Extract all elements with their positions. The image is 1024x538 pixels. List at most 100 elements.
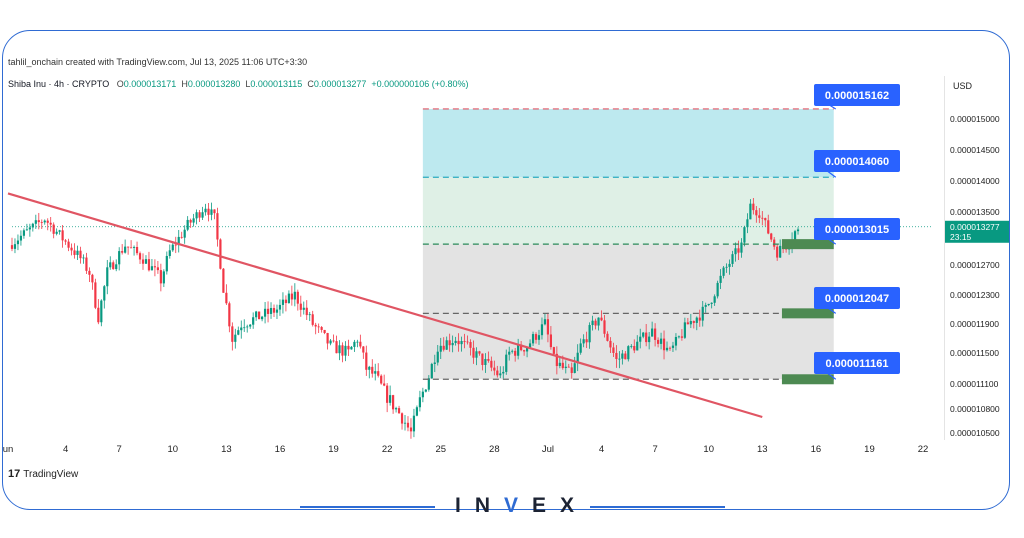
- candle: [344, 341, 347, 362]
- candle-body: [183, 229, 186, 238]
- candle: [662, 330, 666, 360]
- candle: [302, 301, 305, 315]
- candle-body: [424, 389, 427, 392]
- candle: [674, 333, 678, 351]
- candle: [656, 337, 660, 348]
- candle-body: [421, 391, 424, 398]
- candle: [508, 346, 511, 361]
- candle: [445, 336, 448, 350]
- candle: [70, 243, 73, 256]
- candle-body: [231, 326, 234, 342]
- y-tick-label: 0.000014500: [950, 145, 1000, 155]
- candle: [645, 324, 648, 347]
- currency-label[interactable]: USD: [953, 81, 973, 91]
- candle-body: [511, 350, 514, 352]
- candle: [665, 341, 669, 352]
- candle-body: [260, 316, 264, 320]
- candle: [219, 238, 222, 270]
- candle: [189, 218, 192, 228]
- candle-body: [525, 347, 529, 352]
- candle: [374, 363, 377, 381]
- candle-body: [168, 250, 171, 256]
- candle-body: [258, 311, 261, 320]
- candle-body: [734, 248, 737, 255]
- x-tick-label: 22: [382, 444, 393, 455]
- trendline-layer: [7, 192, 763, 419]
- candle: [776, 243, 779, 261]
- candle: [177, 229, 180, 253]
- candle-body: [70, 247, 73, 251]
- candle-body: [100, 300, 103, 323]
- candle-body: [588, 325, 591, 343]
- candle: [615, 345, 618, 368]
- candle: [409, 418, 413, 439]
- candle: [719, 269, 722, 290]
- candle: [436, 345, 439, 366]
- candle-body: [487, 358, 490, 361]
- candle-body: [189, 219, 192, 223]
- candle: [386, 383, 389, 413]
- candle-body: [320, 327, 323, 330]
- candle-body: [16, 240, 20, 245]
- y-tick-label: 0.000011900: [950, 319, 999, 329]
- candle-body: [460, 341, 463, 345]
- candle: [686, 317, 689, 325]
- candle: [58, 229, 61, 235]
- symbol-label[interactable]: Shiba Inu · 4h · CRYPTO: [8, 79, 110, 89]
- candle-body: [558, 362, 561, 367]
- candle-body: [680, 336, 684, 338]
- candle-body: [668, 347, 672, 349]
- candle: [195, 209, 198, 225]
- candle: [496, 365, 499, 378]
- level-label-box: [814, 150, 900, 172]
- candle-body: [109, 262, 112, 268]
- candle: [40, 219, 43, 230]
- candle-body: [195, 212, 198, 219]
- candle: [249, 323, 252, 329]
- candle: [156, 260, 159, 274]
- candle: [258, 311, 261, 320]
- candle: [573, 356, 576, 374]
- candle: [549, 326, 552, 350]
- level-callout-2: 0.000014060: [814, 150, 900, 178]
- candle: [260, 315, 264, 322]
- candle-body: [662, 338, 666, 351]
- candle: [64, 239, 67, 245]
- candle-body: [13, 244, 17, 249]
- candle-body: [743, 227, 746, 243]
- candle: [570, 362, 573, 379]
- candle: [770, 232, 773, 242]
- candle: [701, 301, 704, 327]
- candle: [564, 360, 567, 374]
- candle: [582, 334, 585, 348]
- candle-body: [627, 346, 630, 360]
- close-value: 0.000013277: [313, 79, 367, 89]
- candle-body: [365, 352, 368, 370]
- candle-body: [115, 264, 118, 270]
- tradingview-logo: 17 TradingView: [8, 468, 78, 480]
- candle-body: [335, 341, 338, 354]
- candle: [180, 231, 183, 239]
- candle: [609, 337, 612, 353]
- candle: [350, 346, 353, 350]
- candle-body: [94, 282, 97, 308]
- candle: [347, 339, 350, 356]
- ohlc-legend: Shiba Inu · 4h · CRYPTO O0.000013171 H0.…: [8, 79, 469, 89]
- candle-body: [552, 347, 555, 354]
- candle: [174, 236, 177, 254]
- candle-body: [710, 302, 713, 304]
- candle-body: [362, 346, 365, 353]
- candle: [472, 340, 475, 364]
- candle-body: [19, 235, 23, 241]
- countdown-label: 23:15: [950, 232, 972, 242]
- candle-body: [82, 257, 85, 259]
- candle-body: [594, 320, 597, 326]
- x-tick-label: 4: [599, 444, 604, 455]
- candle: [427, 375, 430, 392]
- candle: [421, 387, 424, 403]
- candle: [648, 332, 651, 350]
- candle-body: [746, 219, 749, 228]
- candle: [275, 304, 279, 319]
